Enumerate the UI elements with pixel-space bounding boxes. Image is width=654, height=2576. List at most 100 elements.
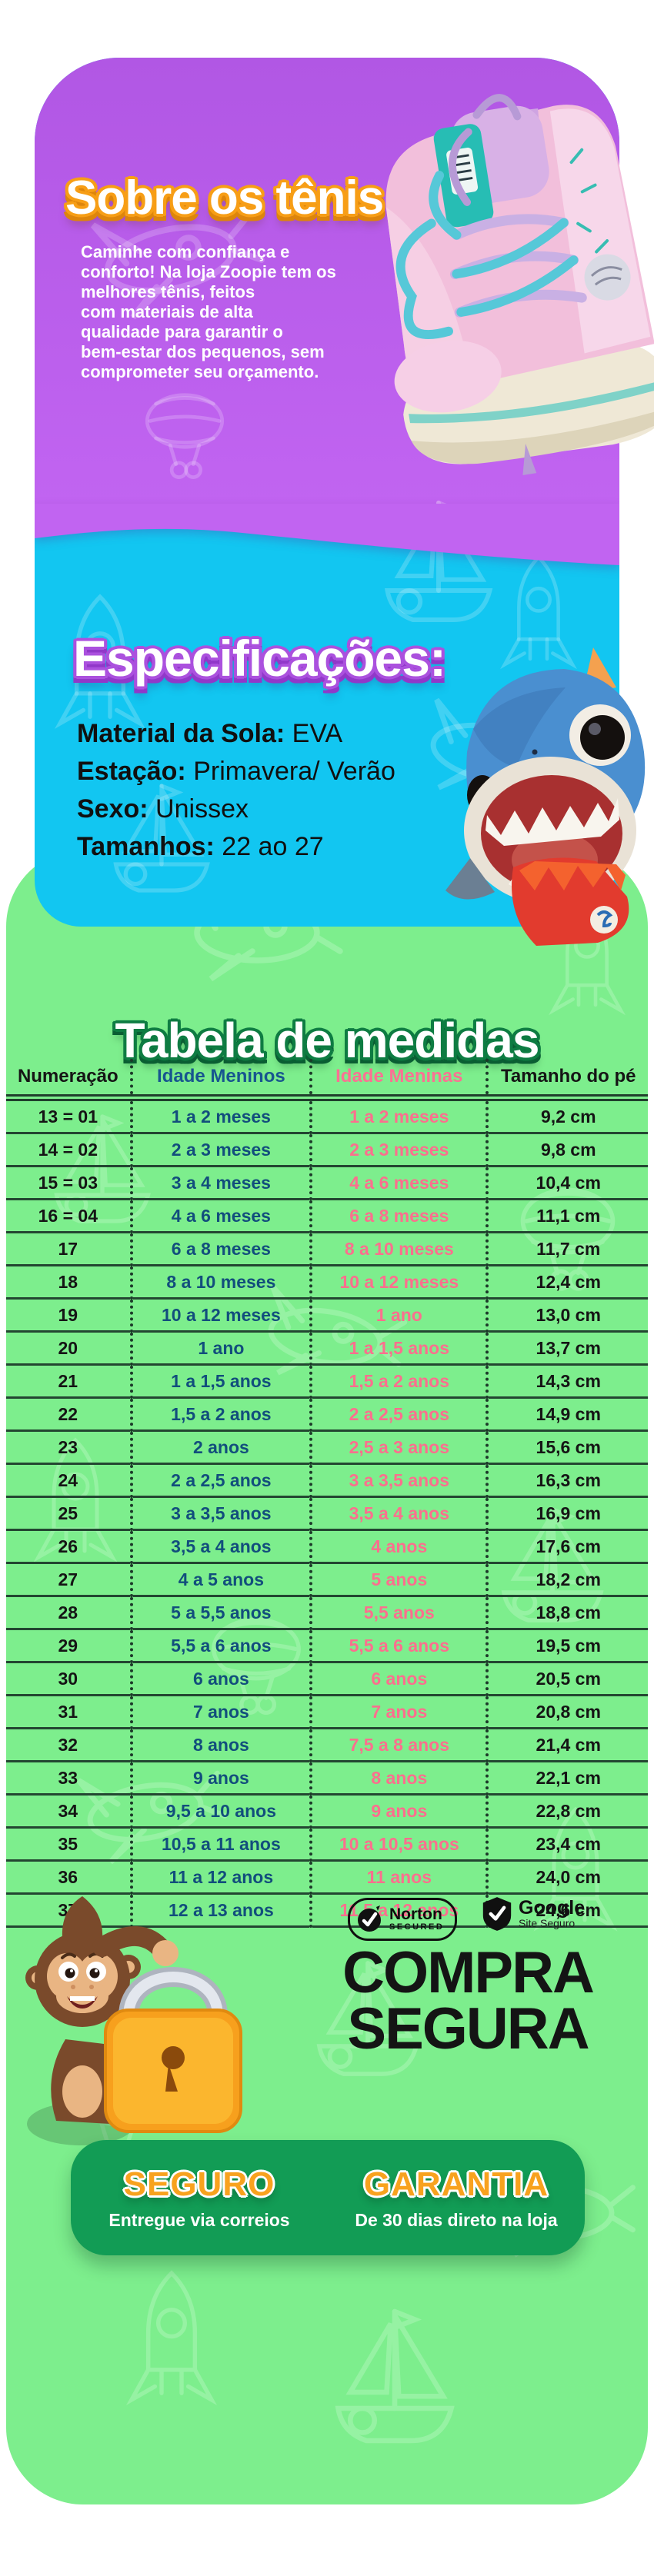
table-cell: 8 anos [129,1728,312,1762]
table-row: 31 7 anos 7 anos 20,8 cm [6,1695,648,1729]
specs-list: Material da Sola: EVA Estação: Primavera… [77,715,395,866]
table-cell: 5,5 a 6 anos [129,1629,312,1663]
table-cell: 5,5 anos [309,1596,488,1630]
guarantee-banner: SEGURO Entregue via correios GARANTIA De… [71,2140,585,2255]
table-cell: 22 [6,1397,132,1432]
table-row: 25 3 a 3,5 anos 3,5 a 4 anos 16,9 cm [6,1496,648,1531]
table-cell: 10 a 10,5 anos [309,1827,488,1862]
table-cell: 13,7 cm [485,1331,648,1366]
table-row: 17 6 a 8 meses 8 a 10 meses 11,7 cm [6,1232,648,1266]
table-cell: 1 ano [309,1298,488,1333]
table-cell: 11,7 cm [485,1232,648,1266]
table-row: 30 6 anos 6 anos 20,5 cm [6,1662,648,1696]
google-shield-icon [482,1897,512,1931]
monkey-padlock-image [25,1896,242,2145]
spec-item-gender: Sexo: Unissex [77,794,249,824]
table-cell: 13 = 01 [6,1097,132,1134]
table-cell: 4 a 6 meses [309,1166,488,1200]
garantia-subtitle: De 30 dias direto na loja [355,2209,558,2230]
table-cell: 10 a 12 meses [309,1265,488,1300]
spec-item-sole: Material da Sola: EVA [77,719,343,748]
google-sublabel: Site Seguro [519,1917,576,1929]
table-cell: 15 = 03 [6,1166,132,1200]
table-cell: 3,5 a 4 anos [129,1529,312,1564]
size-chart-body: 13 = 01 1 a 2 meses 1 a 2 meses 9,2 cm 14 = … [6,1097,648,1928]
table-cell: 1 ano [129,1331,312,1366]
table-cell: 5,5 a 6 anos [309,1629,488,1663]
table-row: 33 9 anos 8 anos 22,1 cm [6,1761,648,1796]
table-cell: 2,5 a 3 anos [309,1430,488,1465]
norton-check-icon [358,1905,381,1932]
table-cell: 25 [6,1496,132,1531]
table-row: 24 2 a 2,5 anos 3 a 3,5 anos 16,3 cm [6,1463,648,1498]
table-row: 21 1 a 1,5 anos 1,5 a 2 anos 14,3 cm [6,1364,648,1399]
table-cell: 7 anos [129,1695,312,1729]
table-cell: 6 anos [129,1662,312,1696]
banner-left-column: SEGURO Entregue via correios [71,2165,328,2231]
brand-name: Zoopie [219,262,277,281]
about-text-part1: Caminhe com confiança e conforto! Na loj… [81,242,290,281]
column-header-numeracao: Numeração [6,1059,132,1101]
table-cell: 18,2 cm [485,1563,648,1597]
table-cell: 16,3 cm [485,1463,648,1498]
table-row: 20 1 ano 1 a 1,5 anos 13,7 cm [6,1331,648,1366]
table-cell: 17,6 cm [485,1529,648,1564]
table-cell: 23,4 cm [485,1827,648,1862]
size-chart-table: Numeração Idade Meninos Idade Meninas Ta… [6,1059,648,1928]
table-cell: 34 [6,1794,132,1829]
secure-purchase-headline: COMPRA SEGURA [299,1944,637,2058]
table-cell: 30 [6,1662,132,1696]
table-cell: 5 anos [309,1563,488,1597]
seguro-title: SEGURO [123,2165,275,2203]
table-cell: 21 [6,1364,132,1399]
table-cell: 24,0 cm [485,1860,648,1895]
norton-secured-badge: Norton SECURED [348,1898,458,1941]
table-cell: 11 a 12 anos [129,1860,312,1895]
table-cell: 21,4 cm [485,1728,648,1762]
table-cell: 14,3 cm [485,1364,648,1399]
table-cell: 24 [6,1463,132,1498]
about-title: Sobre os tênis [65,171,384,225]
section-wave-divider [35,504,619,565]
table-row: 15 = 03 3 a 4 meses 4 a 6 meses 10,4 cm [6,1166,648,1200]
table-cell: 29 [6,1629,132,1663]
table-cell: 20 [6,1331,132,1366]
table-cell: 31 [6,1695,132,1729]
table-cell: 7,5 a 8 anos [309,1728,488,1762]
table-cell: 22,8 cm [485,1794,648,1829]
table-cell: 2 a 2,5 anos [129,1463,312,1498]
table-row: 22 1,5 a 2 anos 2 a 2,5 anos 14,9 cm [6,1397,648,1432]
table-cell: 14,9 cm [485,1397,648,1432]
norton-sublabel: SECURED [389,1922,445,1932]
table-cell: 3 a 3,5 anos [129,1496,312,1531]
table-row: 29 5,5 a 6 anos 5,5 a 6 anos 19,5 cm [6,1629,648,1663]
table-cell: 18,8 cm [485,1596,648,1630]
garantia-title: GARANTIA [363,2165,549,2203]
table-cell: 36 [6,1860,132,1895]
table-row: 27 4 a 5 anos 5 anos 18,2 cm [6,1563,648,1597]
table-cell: 28 [6,1596,132,1630]
table-cell: 8 a 10 meses [309,1232,488,1266]
column-header-tamanho-do-pe: Tamanho do pé [485,1059,648,1101]
table-row: 32 8 anos 7,5 a 8 anos 21,4 cm [6,1728,648,1762]
table-row: 36 11 a 12 anos 11 anos 24,0 cm [6,1860,648,1895]
table-cell: 14 = 02 [6,1133,132,1167]
table-cell: 13,0 cm [485,1298,648,1333]
banner-right-column: GARANTIA De 30 dias direto na loja [328,2165,585,2231]
column-header-idade-meninas: Idade Meninas [309,1059,488,1101]
table-cell: 6 a 8 meses [309,1199,488,1233]
table-cell: 8 a 10 meses [129,1265,312,1300]
column-header-idade-meninos: Idade Meninos [129,1059,312,1101]
table-row: 16 = 04 4 a 6 meses 6 a 8 meses 11,1 cm [6,1199,648,1233]
table-cell: 4 a 5 anos [129,1563,312,1597]
spec-item-season: Estação: Primavera/ Verão [77,757,395,786]
table-row: 13 = 01 1 a 2 meses 1 a 2 meses 9,2 cm [6,1097,648,1134]
table-cell: 7 anos [309,1695,488,1729]
table-cell: 6 anos [309,1662,488,1696]
shark-mascot-image [445,647,646,946]
table-row: 34 9,5 a 10 anos 9 anos 22,8 cm [6,1794,648,1829]
table-cell: 1 a 2 meses [129,1097,312,1134]
table-row: 23 2 anos 2,5 a 3 anos 15,6 cm [6,1430,648,1465]
specs-title: Especificações: [73,629,446,687]
